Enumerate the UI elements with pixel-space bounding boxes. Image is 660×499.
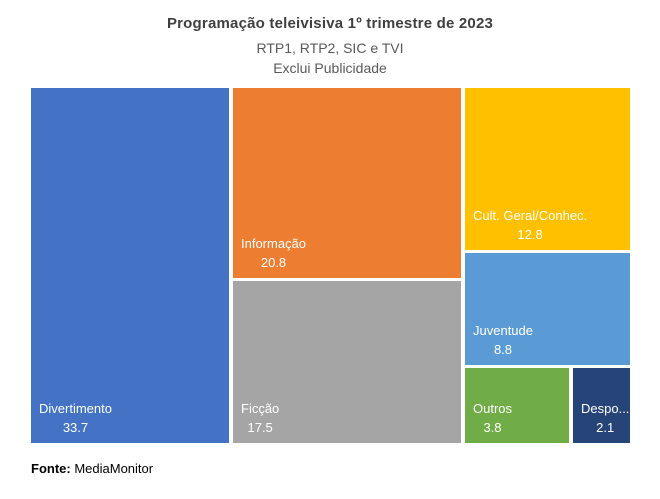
- block-label: Divertimento 33.7: [39, 399, 112, 437]
- block-category: Juventude: [473, 323, 533, 338]
- block-category: Ficção: [241, 401, 280, 416]
- block-label: Despo... 2.1: [581, 399, 629, 437]
- block-value: 8.8: [493, 342, 513, 357]
- block-category: Outros: [473, 401, 513, 416]
- source-label: Fonte:: [31, 461, 71, 476]
- block-value: 33.7: [62, 420, 89, 435]
- block-value: 20.8: [260, 255, 287, 270]
- block-value: 12.8: [517, 227, 543, 242]
- source-value: MediaMonitor: [70, 461, 154, 476]
- chart-header: Programação teleivisiva 1º trimestre de …: [0, 15, 660, 78]
- block-category: Informação: [241, 236, 307, 251]
- chart-subtitle-note: Exclui Publicidade: [273, 60, 387, 76]
- chart-subtitle-channels: RTP1, RTP2, SIC e TVI: [256, 40, 404, 56]
- treemap-block-informacao: Informação 20.8: [233, 88, 461, 278]
- chart-source: Fonte: MediaMonitor: [31, 461, 153, 476]
- block-value: 17.5: [247, 420, 273, 435]
- chart-title: Programação teleivisiva 1º trimestre de …: [166, 15, 494, 32]
- treemap-block-juventude: Juventude 8.8: [465, 253, 630, 365]
- block-label: Informação 20.8: [241, 234, 306, 272]
- block-label: Juventude 8.8: [473, 321, 533, 359]
- block-label: Cult. Geral/Conhec. 12.8: [473, 206, 587, 244]
- block-label: Outros 3.8: [473, 399, 512, 437]
- treemap-block-outros: Outros 3.8: [465, 368, 569, 443]
- block-category: Divertimento: [39, 401, 112, 416]
- treemap-block-desporto: Despo... 2.1: [573, 368, 630, 443]
- block-value: 3.8: [483, 420, 502, 435]
- treemap-block-ficcao: Ficção 17.5: [233, 281, 461, 443]
- block-category: Cult. Geral/Conhec.: [473, 208, 588, 223]
- block-label: Ficção 17.5: [241, 399, 279, 437]
- treemap-chart: Divertimento 33.7 Informação 20.8 Ficção…: [31, 88, 630, 443]
- treemap-block-cult-geral-conhec: Cult. Geral/Conhec. 12.8: [465, 88, 630, 250]
- treemap-block-divertimento: Divertimento 33.7: [31, 88, 229, 443]
- block-category: Despo...: [581, 401, 630, 416]
- block-value: 2.1: [596, 420, 615, 435]
